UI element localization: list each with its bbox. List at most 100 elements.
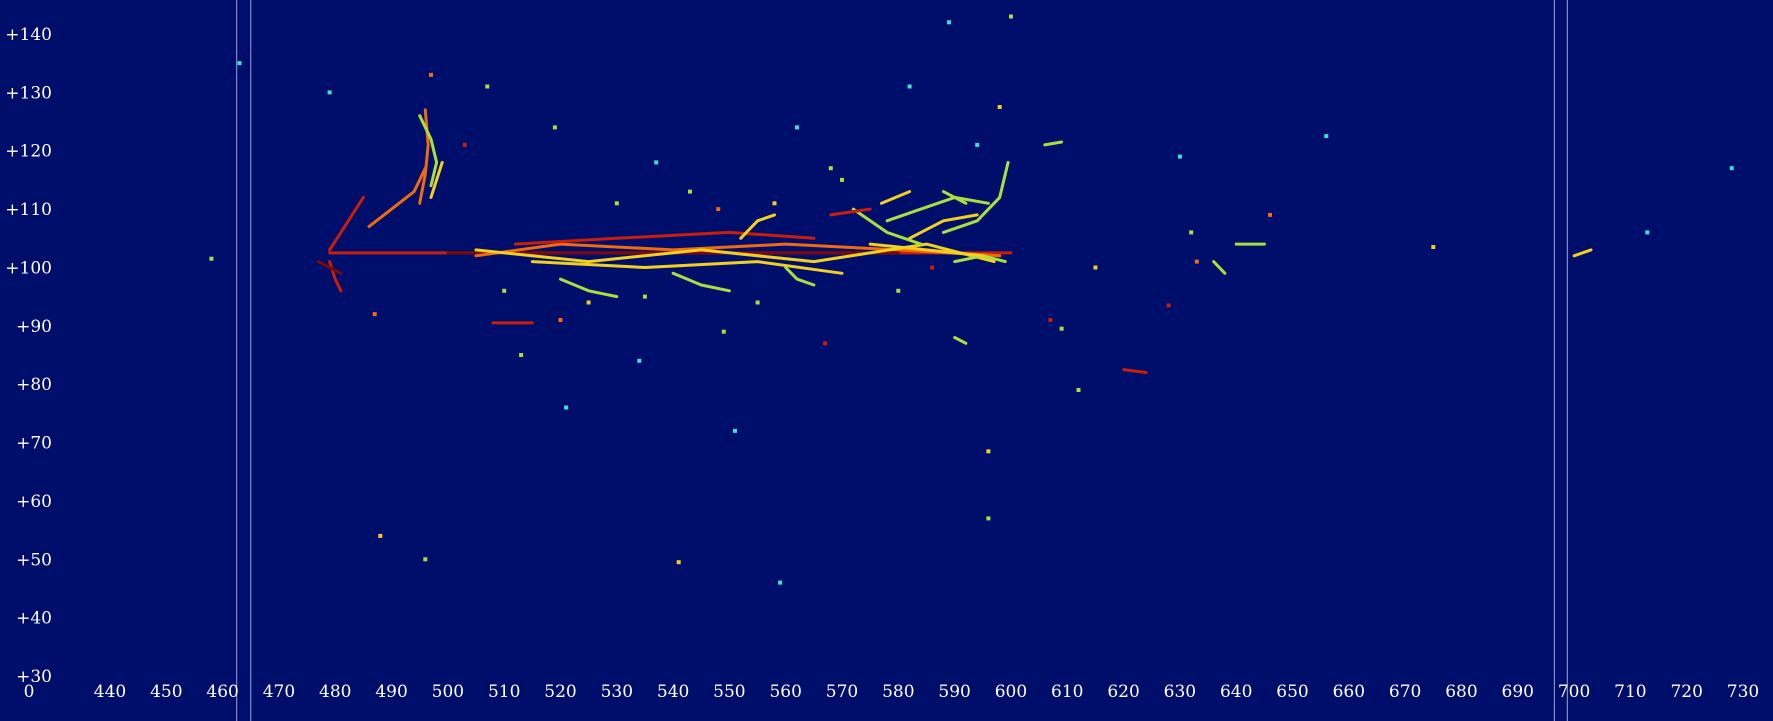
signal-point-45 — [716, 207, 721, 212]
signal-point-28 — [997, 105, 1002, 109]
signal-point-44 — [614, 201, 619, 206]
signal-track-24 — [739, 213, 776, 240]
signal-track-7 — [328, 195, 365, 252]
signal-track-13 — [941, 160, 1010, 234]
signal-track-15 — [885, 195, 990, 223]
signal-track-30 — [1572, 248, 1593, 258]
signal-point-20 — [823, 341, 828, 346]
y-tick-label: +130 — [5, 83, 52, 103]
y-tick-label: +40 — [16, 609, 52, 629]
signal-point-31 — [1059, 326, 1064, 331]
signal-track-22 — [559, 277, 619, 299]
x-tick-label: 450 — [150, 682, 182, 702]
signal-point-30 — [1048, 318, 1053, 322]
signal-track-16 — [908, 213, 979, 240]
x-tick-label: 440 — [94, 682, 126, 702]
x-tick-label: 570 — [826, 682, 858, 702]
signal-point-50 — [642, 294, 647, 299]
signal-point-3 — [372, 312, 377, 317]
x-tick-label: 480 — [319, 682, 351, 702]
signal-point-34 — [1166, 303, 1171, 308]
x-tick-label: 540 — [657, 682, 689, 702]
signal-track-19 — [941, 190, 968, 205]
y-tick-label: +140 — [5, 25, 52, 45]
signal-point-14 — [654, 160, 659, 165]
signal-point-9 — [519, 353, 524, 357]
signal-point-32 — [1076, 388, 1081, 392]
signal-track-17 — [829, 207, 872, 217]
signal-point-2 — [327, 90, 332, 95]
y-tick-label: +60 — [16, 492, 52, 512]
y-tick-label: +70 — [16, 434, 52, 454]
signal-track-3 — [474, 242, 996, 264]
signal-point-16 — [721, 329, 726, 334]
x-tick-label: 520 — [544, 682, 576, 702]
signal-point-29 — [1009, 14, 1013, 19]
signal-point-21 — [828, 166, 833, 171]
x-tick-label: 530 — [601, 682, 633, 702]
x-tick-label: 720 — [1670, 682, 1702, 702]
signal-track-27 — [1122, 368, 1148, 374]
signal-point-5 — [423, 557, 428, 562]
signal-point-1 — [237, 61, 242, 66]
x-tick-label: 690 — [1502, 682, 1534, 702]
signal-point-7 — [462, 142, 467, 147]
y-tick-label: +100 — [5, 258, 52, 278]
signal-point-43 — [688, 189, 692, 194]
signal-point-36 — [1189, 230, 1194, 235]
y-tick-label: +80 — [16, 375, 52, 395]
signal-track-2 — [474, 242, 1002, 258]
signal-point-15 — [676, 560, 681, 565]
signal-track-23 — [671, 271, 731, 293]
x-axis-tick-labels: 0 440 450 460 470 480 490 500 510 520 530 540 550 56… — [24, 682, 1760, 702]
vertical-marker-lines — [236, 0, 1568, 721]
signal-point-52 — [930, 265, 935, 270]
x-tick-label: 660 — [1333, 682, 1365, 702]
signal-track-14 — [851, 207, 923, 246]
signal-track-32 — [1043, 140, 1064, 147]
signal-point-41 — [1645, 230, 1650, 235]
signal-track-29 — [1212, 260, 1227, 275]
signal-point-47 — [840, 177, 844, 182]
x-tick-label: 590 — [938, 682, 970, 702]
signal-track-21 — [868, 242, 985, 258]
signal-track-31 — [953, 336, 968, 345]
x-tick-label: 670 — [1389, 682, 1421, 702]
signal-point-13 — [637, 358, 642, 363]
signal-point-25 — [975, 142, 980, 147]
y-axis-tick-labels: +140 +130 +120 +110 +100 +90 +80 +70 +60 +50 +40 +3… — [5, 25, 52, 687]
signal-point-10 — [552, 125, 557, 130]
signal-point-40 — [1431, 245, 1436, 249]
x-tick-label: 710 — [1614, 682, 1646, 702]
signal-track-6 — [367, 166, 427, 229]
x-tick-label: 560 — [769, 682, 801, 702]
signal-point-37 — [1194, 259, 1199, 264]
signal-point-26 — [986, 516, 991, 521]
signal-point-22 — [896, 288, 901, 293]
signal-point-23 — [907, 84, 912, 89]
y-tick-label: +90 — [16, 317, 52, 337]
signal-point-0 — [209, 256, 214, 261]
x-tick-label: 620 — [1107, 682, 1139, 702]
signal-point-24 — [947, 20, 951, 25]
signal-point-51 — [755, 300, 760, 305]
x-tick-label: 650 — [1276, 682, 1308, 702]
signal-point-4 — [378, 533, 383, 538]
x-tick-label: 580 — [882, 682, 914, 702]
signal-point-18 — [778, 580, 783, 585]
signal-point-27 — [986, 449, 991, 454]
x-tick-label: 640 — [1220, 682, 1252, 702]
signal-track-4 — [513, 230, 816, 246]
signal-point-48 — [502, 288, 507, 293]
signal-point-12 — [564, 405, 569, 410]
signal-point-39 — [1324, 134, 1329, 139]
signal-points — [209, 14, 1734, 585]
signal-point-33 — [1093, 265, 1098, 270]
y-tick-label: +30 — [16, 667, 52, 687]
x-tick-label: 630 — [1164, 682, 1196, 702]
signal-point-19 — [795, 125, 799, 130]
signal-point-6 — [429, 72, 433, 77]
signal-point-38 — [1268, 212, 1272, 217]
